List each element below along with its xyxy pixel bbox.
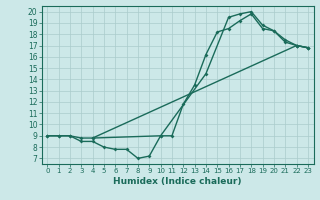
X-axis label: Humidex (Indice chaleur): Humidex (Indice chaleur) [113,177,242,186]
